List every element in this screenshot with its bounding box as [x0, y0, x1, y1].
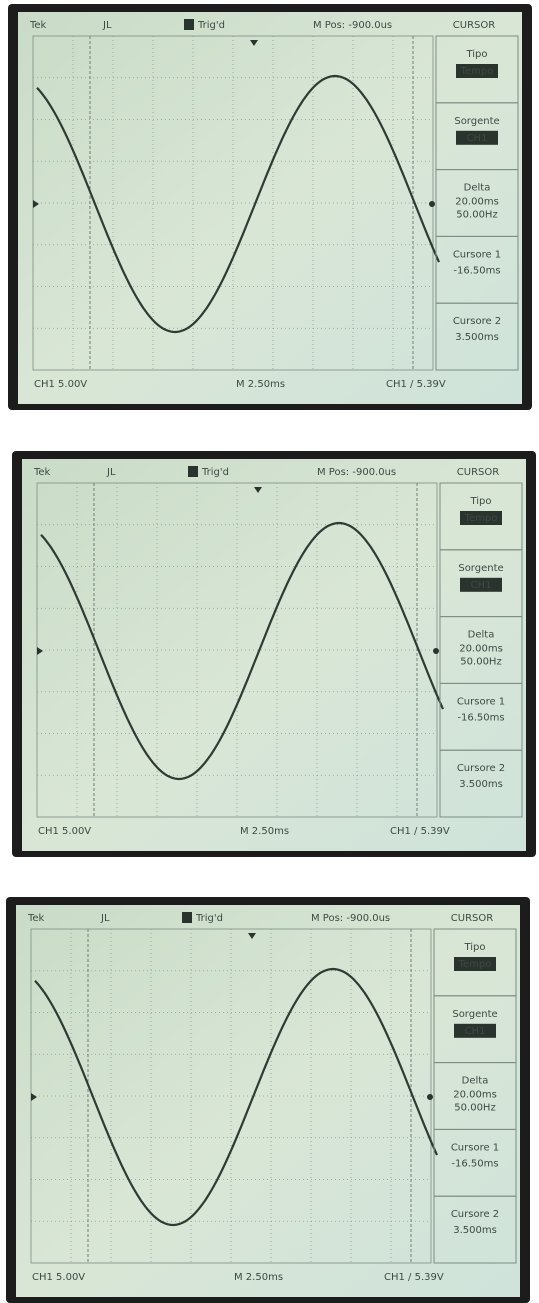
screen	[22, 459, 526, 851]
menu-label: Tipo	[463, 942, 485, 953]
level-marker	[429, 201, 435, 207]
menu-value: -16.50ms	[451, 1158, 498, 1169]
menu-box	[439, 749, 523, 818]
menu-highlight	[456, 130, 498, 145]
trigger-marker	[254, 487, 262, 493]
menu-value: -16.50ms	[453, 265, 500, 276]
ground-marker	[31, 1093, 37, 1101]
menu-value: 50.00Hz	[454, 1103, 495, 1114]
position: M Pos: -900.0us	[313, 20, 392, 31]
menu-value: Tempo	[460, 66, 494, 77]
channel-scale: CH1 5.00V	[32, 1272, 85, 1283]
ground-marker	[37, 647, 43, 655]
menu-label: Sorgente	[458, 563, 503, 574]
menu-title: CURSOR	[453, 20, 495, 31]
menu-value: Tempo	[458, 959, 492, 970]
menu-label: Tipo	[465, 49, 487, 60]
menu-value: 20.00ms	[459, 644, 503, 655]
trigger-icon: JL	[102, 20, 112, 31]
menu-title: CURSOR	[451, 913, 493, 924]
menu-highlight	[454, 1023, 496, 1038]
trigger-status: Trig'd	[195, 913, 223, 924]
trigger-marker	[250, 40, 258, 46]
menu-value: CH1	[467, 133, 488, 144]
menu-value: 3.500ms	[455, 332, 499, 343]
menu-value: CH1	[471, 580, 492, 591]
menu-label: Cursore 1	[451, 1142, 499, 1153]
trigger-icon: JL	[106, 467, 116, 478]
menu-value: 3.500ms	[453, 1225, 497, 1236]
menu-value: 50.00Hz	[456, 210, 497, 221]
position: M Pos: -900.0us	[317, 467, 396, 478]
waveform	[40, 521, 445, 781]
timebase: M 2.50ms	[234, 1272, 283, 1283]
menu-label: Delta	[468, 630, 495, 641]
waveform	[34, 967, 439, 1227]
timebase: M 2.50ms	[240, 826, 289, 837]
oscilloscope-photo: Tek JL Trig'd M Pos: -900.0us CURSOR Tipo Temp…	[12, 451, 536, 857]
brand: Tek	[29, 20, 47, 31]
trigger-status: Trig'd	[197, 20, 225, 31]
menu-label: Sorgente	[452, 1009, 497, 1020]
menu-label: Cursore 2	[457, 763, 505, 774]
menu-title: CURSOR	[457, 467, 499, 478]
menu-value: CH1	[465, 1026, 486, 1037]
menu-value: Tempo	[464, 513, 498, 524]
menu-label: Delta	[462, 1076, 489, 1087]
trigger-marker	[248, 933, 256, 939]
menu-value: 3.500ms	[459, 779, 503, 790]
menu-label: Cursore 2	[451, 1209, 499, 1220]
waveform	[36, 74, 441, 334]
menu-label: Tipo	[469, 496, 491, 507]
menu-value: 20.00ms	[453, 1090, 497, 1101]
menu-highlight	[460, 577, 502, 592]
oscilloscope-photo: Tek JL Trig'd M Pos: -900.0us CURSOR Tipo Temp…	[6, 897, 530, 1303]
trigger-level: CH1 / 5.39V	[384, 1272, 444, 1283]
status-icon	[188, 466, 198, 477]
channel-scale: CH1 5.00V	[38, 826, 91, 837]
oscilloscope-photo: Tek JL Trig'd M Pos: -900.0us CURSOR Tipo Temp…	[8, 4, 532, 410]
menu-label: Cursore 2	[453, 316, 501, 327]
menu-box	[435, 302, 519, 371]
trigger-level: CH1 / 5.39V	[386, 379, 446, 390]
level-marker	[427, 1094, 433, 1100]
trigger-status: Trig'd	[201, 467, 229, 478]
trigger-icon: JL	[100, 913, 110, 924]
trigger-level: CH1 / 5.39V	[390, 826, 450, 837]
screen	[16, 905, 520, 1297]
screen	[18, 12, 522, 404]
position: M Pos: -900.0us	[311, 913, 390, 924]
ground-marker	[33, 200, 39, 208]
status-icon	[182, 912, 192, 923]
menu-highlight	[460, 511, 502, 525]
timebase: M 2.50ms	[236, 379, 285, 390]
channel-scale: CH1 5.00V	[34, 379, 87, 390]
menu-highlight	[456, 64, 498, 78]
menu-highlight	[454, 957, 496, 971]
level-marker	[433, 648, 439, 654]
brand: Tek	[33, 467, 51, 478]
menu-value: -16.50ms	[457, 712, 504, 723]
menu-value: 20.00ms	[455, 197, 499, 208]
menu-label: Cursore 1	[453, 249, 501, 260]
menu-label: Delta	[464, 183, 491, 194]
status-icon	[184, 19, 194, 30]
menu-label: Sorgente	[454, 116, 499, 127]
menu-box	[433, 1195, 517, 1264]
menu-label: Cursore 1	[457, 696, 505, 707]
brand: Tek	[27, 913, 45, 924]
menu-value: 50.00Hz	[460, 657, 501, 668]
